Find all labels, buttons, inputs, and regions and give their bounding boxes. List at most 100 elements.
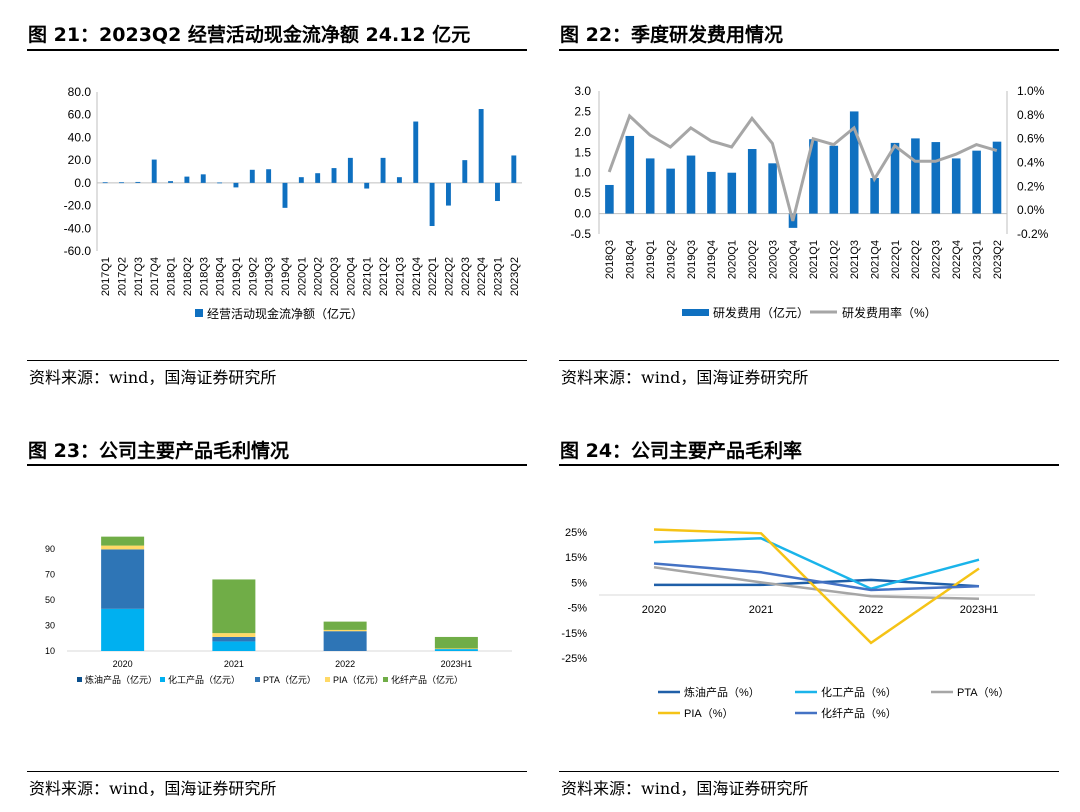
x-tick-label: 2022Q1 bbox=[890, 240, 902, 279]
bar bbox=[625, 135, 635, 214]
stack-segment bbox=[101, 545, 145, 550]
bar bbox=[727, 172, 737, 214]
bar bbox=[119, 182, 124, 184]
legend-swatch bbox=[383, 677, 388, 682]
legend-label: PTA（%） bbox=[957, 686, 1009, 699]
y-tick-label: 50 bbox=[45, 595, 55, 605]
figure-23-bottom-rule bbox=[27, 771, 527, 772]
y-tick-label: -60.0 bbox=[64, 244, 92, 258]
bar bbox=[347, 157, 353, 183]
figure-21-top-rule bbox=[27, 49, 527, 51]
stack-segment bbox=[101, 536, 145, 546]
figure-23-source: 资料来源：wind，国海证券研究所 bbox=[29, 779, 277, 798]
legend-label: PTA（亿元） bbox=[263, 674, 316, 685]
y-tick-label: 15% bbox=[565, 552, 587, 564]
y-tick-label: 90 bbox=[45, 544, 55, 554]
x-tick-label: 2021Q3 bbox=[394, 257, 406, 296]
bar bbox=[184, 176, 190, 183]
stack-segment bbox=[323, 621, 367, 630]
bar bbox=[413, 121, 419, 183]
stack-segment bbox=[323, 631, 367, 651]
rd-expense-chart: 3.0 2.5 2.0 1.5 1.0 0.5 0.0 -0.5 1.0% 0.8% 0.6% 0.4… bbox=[570, 84, 1049, 320]
left-tick-label: 1.0 bbox=[574, 166, 591, 180]
gross-margin-chart: 25% 15% 5% -5% -15% -25% 2020 2021 2022 2023H1 炼油产… bbox=[561, 527, 1035, 720]
y-tick-label: 10 bbox=[45, 646, 55, 656]
x-tick-label: 2018Q3 bbox=[604, 240, 616, 279]
x-tick-label: 2020Q1 bbox=[296, 257, 308, 296]
x-tick-label: 2020Q2 bbox=[747, 240, 759, 279]
series-line bbox=[653, 537, 980, 591]
y-tick-label: 40.0 bbox=[68, 130, 92, 144]
right-tick-label: 0.0% bbox=[1017, 203, 1045, 217]
bar bbox=[707, 171, 716, 214]
x-tick-label: 2019Q2 bbox=[247, 257, 259, 296]
y-tick-label: -15% bbox=[561, 628, 587, 640]
bar bbox=[445, 182, 451, 206]
legend-label: PIA（亿元） bbox=[333, 674, 384, 685]
x-tick-label: 2022Q4 bbox=[476, 257, 488, 296]
stack-segment bbox=[323, 629, 367, 632]
x-tick-label: 2022Q3 bbox=[460, 257, 472, 296]
x-tick-label: 2023Q2 bbox=[509, 257, 521, 296]
y-tick-label: 60.0 bbox=[68, 108, 92, 122]
x-tick-label: 2021Q4 bbox=[411, 257, 423, 296]
bar bbox=[645, 158, 655, 214]
legend-label: 化纤产品（亿元） bbox=[391, 674, 463, 685]
bar bbox=[686, 155, 696, 214]
stack-segment bbox=[212, 579, 256, 634]
bar bbox=[951, 158, 961, 214]
bar bbox=[849, 111, 859, 214]
bar bbox=[911, 138, 920, 214]
y-tick-label: 70 bbox=[45, 569, 55, 579]
x-tick-label: 2021 bbox=[224, 659, 244, 669]
x-tick-label: 2021Q3 bbox=[849, 240, 861, 279]
x-tick-label: 2019Q1 bbox=[231, 257, 243, 296]
y-tick-label: 30 bbox=[45, 620, 55, 630]
bar bbox=[511, 155, 517, 183]
figure-24-source: 资料来源：wind，国海证券研究所 bbox=[561, 779, 809, 798]
x-tick-label: 2023H1 bbox=[960, 604, 999, 616]
legend-swatch bbox=[77, 677, 82, 682]
x-tick-label: 2022 bbox=[859, 604, 883, 616]
bar bbox=[266, 169, 272, 183]
y-tick-label: -5% bbox=[567, 603, 587, 615]
figure-22-title: 图 22：季度研发费用情况 bbox=[560, 24, 784, 46]
figure-21-source: 资料来源：wind，国海证券研究所 bbox=[29, 368, 277, 387]
x-tick-label: 2021 bbox=[749, 604, 773, 616]
right-tick-label: 1.0% bbox=[1017, 84, 1045, 98]
series-line bbox=[653, 562, 980, 592]
x-tick-label: 2023Q1 bbox=[492, 257, 504, 296]
x-tick-label: 2020 bbox=[113, 659, 133, 669]
bar bbox=[168, 181, 174, 183]
x-tick-label: 2019Q4 bbox=[706, 240, 718, 279]
figure-24-top-rule bbox=[559, 464, 1059, 466]
x-tick-label: 2019Q1 bbox=[645, 240, 657, 279]
bar bbox=[809, 139, 818, 214]
bar bbox=[747, 149, 757, 214]
x-tick-label: 2018Q4 bbox=[215, 257, 227, 296]
legend-label: 研发费用率（%） bbox=[842, 305, 937, 320]
stack-segment bbox=[212, 633, 256, 637]
bar bbox=[666, 168, 675, 214]
figure-23-title: 图 23：公司主要产品毛利情况 bbox=[28, 440, 290, 462]
cashflow-chart: 80.0 60.0 40.0 20.0 0.0 -20.0 -40.0 -60.0 2017Q1… bbox=[64, 85, 522, 321]
bar bbox=[890, 142, 900, 214]
left-tick-label: 1.5 bbox=[574, 145, 591, 159]
bar bbox=[249, 169, 255, 183]
gross-profit-chart: 90 70 50 30 10 2020 2021 2022 2023H1 炼油产品（亿元） 化工产品… bbox=[45, 536, 512, 685]
x-tick-label: 2021Q1 bbox=[808, 240, 820, 279]
x-tick-label: 2020Q1 bbox=[727, 240, 739, 279]
x-tick-label: 2022Q2 bbox=[443, 257, 455, 296]
y-tick-label: 25% bbox=[565, 527, 587, 539]
bar bbox=[462, 160, 468, 183]
bar bbox=[396, 177, 402, 183]
right-tick-label: -0.2% bbox=[1017, 227, 1049, 241]
y-tick-label: 5% bbox=[571, 577, 587, 589]
x-tick-label: 2023H1 bbox=[441, 659, 473, 669]
figure-22-source: 资料来源：wind，国海证券研究所 bbox=[561, 368, 809, 387]
bar bbox=[992, 141, 1002, 214]
y-tick-label: -40.0 bbox=[64, 221, 92, 235]
legend-label: 炼油产品（亿元） bbox=[85, 674, 157, 685]
x-tick-label: 2022Q2 bbox=[910, 240, 922, 279]
legend-label: 化工产品（%） bbox=[821, 685, 897, 699]
